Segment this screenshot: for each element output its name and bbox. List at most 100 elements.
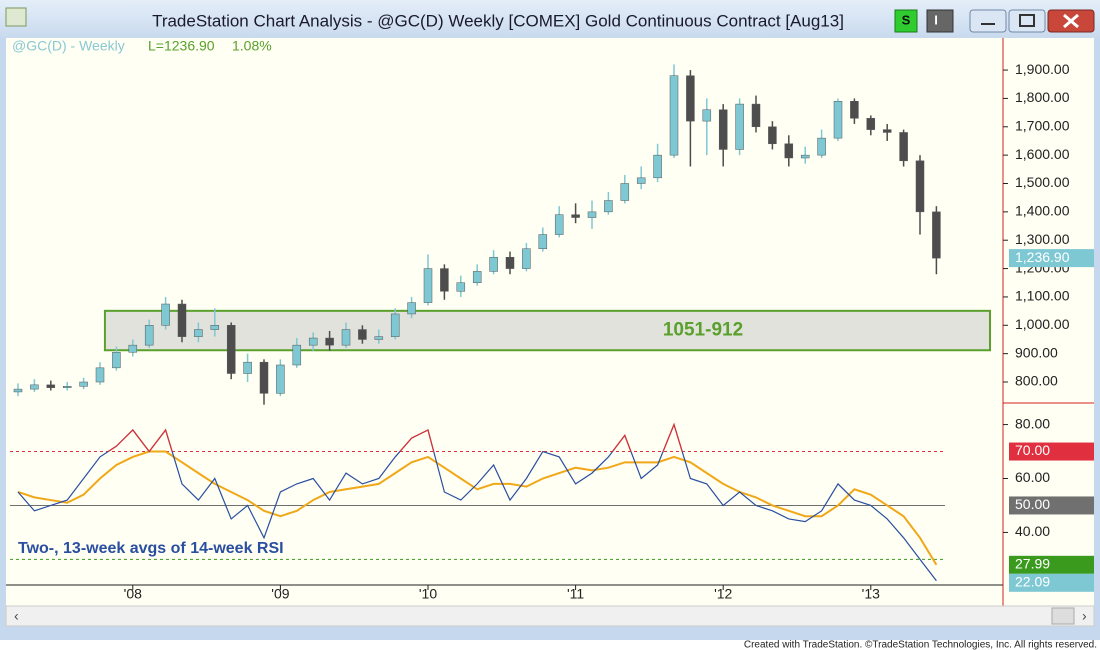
y-tick-label: 900.00 — [1015, 344, 1058, 360]
candle-body — [358, 329, 367, 340]
candle-body — [210, 325, 220, 330]
candle-body — [604, 200, 613, 213]
y-tick-label: 80.00 — [1015, 415, 1050, 431]
value-tag — [1009, 442, 1094, 461]
legend-change: 1.08% — [232, 38, 272, 54]
x-tick-label: '09 — [271, 586, 289, 602]
x-tick-label: '08 — [124, 586, 142, 602]
candle-body — [62, 386, 72, 388]
i-button[interactable] — [926, 9, 954, 33]
rsi-annotation: Two-, 13-week avgs of 14-week RSI — [18, 540, 284, 557]
candle-body — [686, 75, 695, 122]
candle-body — [735, 103, 744, 150]
candle-body — [46, 384, 56, 388]
scrollbar[interactable] — [5, 605, 1095, 627]
candle-body — [587, 211, 597, 218]
x-tick-label: '10 — [419, 586, 437, 602]
y-tick-label: 1,900.00 — [1015, 61, 1070, 77]
value-tag-label: 50.00 — [1015, 496, 1050, 512]
rsi-overbought — [107, 422, 683, 452]
candle-body — [882, 129, 892, 133]
candle-body — [13, 388, 23, 393]
scroll-thumb[interactable] — [1051, 607, 1075, 625]
maximize-button[interactable] — [1008, 9, 1046, 33]
candle-body — [407, 302, 416, 315]
candle-body — [259, 361, 269, 394]
y-tick-label: 1,700.00 — [1015, 117, 1070, 133]
candle-body — [226, 325, 236, 374]
candle-body — [899, 132, 908, 162]
candle-body — [30, 384, 39, 390]
scroll-right[interactable]: › — [1082, 608, 1087, 624]
candle-body — [177, 303, 187, 337]
candle-body — [571, 214, 580, 218]
minimize-button[interactable] — [969, 9, 1007, 33]
y-tick-label: 800.00 — [1015, 373, 1058, 389]
candle-body — [768, 126, 777, 145]
candle-body — [538, 234, 548, 249]
s-button[interactable] — [894, 9, 918, 33]
y-tick-label: 40.00 — [1015, 523, 1050, 539]
footer: Created with TradeStation. ©TradeStation… — [744, 640, 1097, 650]
candle-body — [653, 154, 662, 179]
candle-body — [915, 160, 925, 213]
zone-label: 1051-912 — [663, 320, 743, 341]
candle-body — [850, 101, 859, 119]
candle-body — [932, 211, 941, 259]
candle-body — [390, 313, 400, 337]
candle-body — [472, 271, 482, 284]
x-tick-label: '13 — [862, 586, 880, 602]
candle-body — [276, 364, 285, 394]
x-tick-label: '11 — [567, 586, 584, 602]
candle-body — [505, 256, 515, 269]
candle-body — [144, 325, 154, 346]
y-tick-label: 1,400.00 — [1015, 203, 1070, 219]
candle-body — [489, 256, 498, 272]
legend-last: L=1236.90 — [148, 38, 215, 54]
candle-body — [95, 367, 105, 383]
candle-body — [554, 214, 564, 235]
value-tag-label: 27.99 — [1015, 556, 1050, 572]
value-tag — [1009, 555, 1094, 574]
scroll-left[interactable]: ‹ — [14, 608, 19, 624]
candle-body — [636, 177, 646, 184]
candle-body — [161, 303, 170, 326]
y-tick-label: 1,800.00 — [1015, 89, 1070, 105]
s-button-label[interactable]: S — [902, 12, 911, 27]
app-icon — [5, 7, 27, 27]
value-tag — [1009, 573, 1094, 592]
candle-body — [243, 361, 252, 374]
candle-body — [325, 337, 334, 346]
candle-body — [751, 103, 761, 128]
y-tick-label: 1,300.00 — [1015, 231, 1070, 247]
candle-body — [374, 336, 384, 340]
close-icon — [1063, 13, 1079, 29]
value-tag-label: 22.09 — [1015, 574, 1050, 590]
candle-body — [669, 75, 679, 156]
candle-body — [784, 143, 794, 159]
y-tick-label: 1,500.00 — [1015, 174, 1070, 190]
candle-body — [800, 154, 810, 159]
candle-body — [308, 337, 318, 346]
candle-body — [833, 101, 843, 139]
y-tick-label: 1,100.00 — [1015, 288, 1070, 304]
candle-body — [112, 351, 121, 369]
candle-body — [718, 109, 728, 150]
candle-body — [817, 137, 826, 156]
x-tick-label: '12 — [714, 586, 732, 602]
last-price-tag — [1009, 249, 1094, 268]
candle-body — [620, 183, 630, 201]
candle-body — [79, 381, 88, 387]
candle-body — [522, 248, 531, 269]
value-tag-label: 70.00 — [1015, 442, 1050, 458]
i-button-label[interactable]: I — [934, 12, 938, 27]
last-price-label: 1,236.90 — [1015, 249, 1070, 265]
candle-body — [423, 268, 433, 303]
candle-body — [702, 109, 712, 122]
window-title: TradeStation Chart Analysis - @GC(D) Wee… — [152, 11, 844, 30]
y-tick-label: 1,000.00 — [1015, 316, 1070, 332]
candle-body — [440, 268, 449, 292]
candle-body — [866, 118, 876, 130]
candle-body — [456, 282, 466, 292]
